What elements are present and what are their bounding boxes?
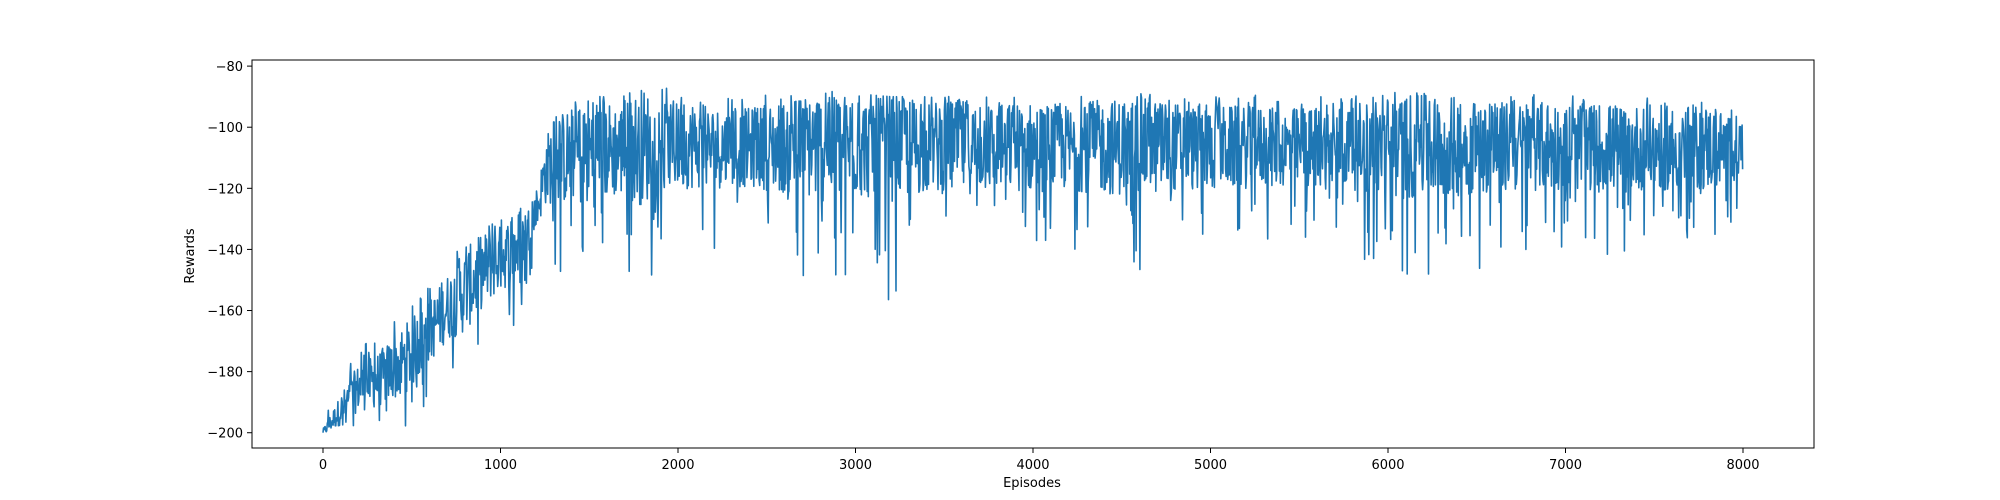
x-tick-label: 5000 bbox=[1194, 458, 1227, 473]
x-tick-label: 2000 bbox=[661, 458, 694, 473]
x-tick-label: 4000 bbox=[1016, 458, 1049, 473]
x-tick-label: 7000 bbox=[1549, 458, 1582, 473]
y-axis: −200 −180 −160 −140 −120 −100 −80 bbox=[207, 60, 252, 442]
y-tick-label: −180 bbox=[207, 366, 243, 381]
x-axis: 0 1000 2000 3000 4000 5000 6000 7000 8000 bbox=[319, 448, 1760, 473]
y-tick-label: −120 bbox=[207, 182, 243, 197]
y-tick-label: −100 bbox=[207, 121, 243, 136]
x-tick-label: 6000 bbox=[1371, 458, 1404, 473]
x-axis-label: Episodes bbox=[1003, 476, 1061, 491]
x-tick-label: 3000 bbox=[839, 458, 872, 473]
y-axis-label: Rewards bbox=[183, 228, 198, 283]
y-tick-label: −140 bbox=[207, 243, 243, 258]
x-tick-label: 0 bbox=[319, 458, 327, 473]
series-line-0 bbox=[322, 87, 1744, 433]
y-tick-label: −160 bbox=[207, 305, 243, 320]
x-tick-label: 8000 bbox=[1726, 458, 1759, 473]
y-tick-label: −80 bbox=[216, 60, 243, 75]
x-tick-label: 1000 bbox=[484, 458, 517, 473]
y-tick-label: −200 bbox=[207, 427, 243, 442]
